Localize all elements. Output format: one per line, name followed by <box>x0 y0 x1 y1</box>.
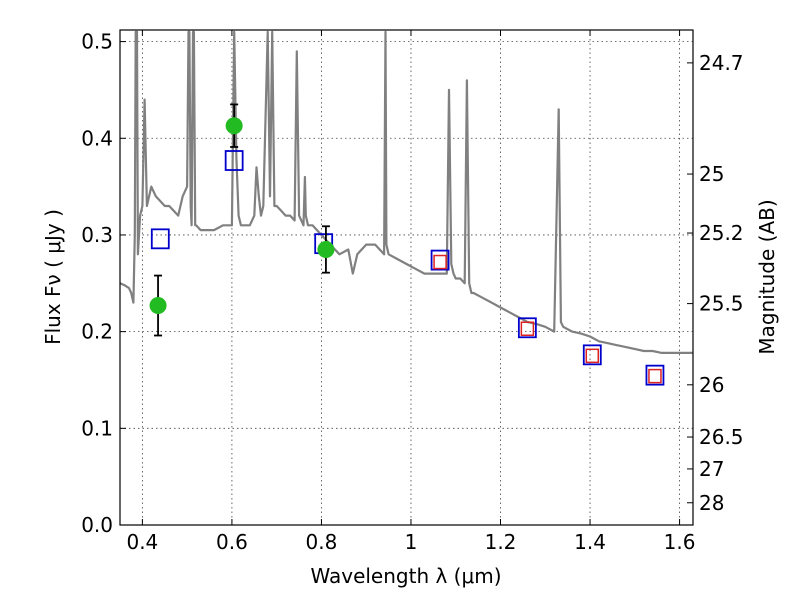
model-square-red <box>648 368 662 384</box>
x-tick-label: 1.6 <box>664 530 696 554</box>
y-tick-label: 0.0 <box>81 513 113 537</box>
model-square-blue <box>430 249 450 271</box>
observed-point <box>225 117 243 135</box>
y2-tick-label: 28 <box>699 491 724 515</box>
model-square-blue <box>582 344 602 366</box>
y2-axis-title: Magnitude (AB) <box>755 199 779 354</box>
y-axis-title: Flux Fν ( μJy ) <box>41 209 65 345</box>
x-tick-label: 0.8 <box>306 530 338 554</box>
ticks: 0.4 0.6 0.8 1 1.2 1.4 1.6 0.0 0.1 0.2 0.3 0.4 0.5 24.… <box>81 30 743 554</box>
spectrum-line <box>120 30 693 354</box>
y2-tick-label: 25.2 <box>699 221 744 245</box>
y2-tick-label: 26.5 <box>699 425 744 449</box>
model-square-red <box>520 321 535 336</box>
model-square-blue <box>224 150 244 171</box>
y2-tick-label: 26 <box>699 373 724 397</box>
y2-tick-label: 24.7 <box>699 51 744 75</box>
x-tick-label: 1.2 <box>485 530 517 554</box>
y2-tick-label: 25.5 <box>699 292 744 316</box>
y-tick-label: 0.2 <box>81 320 113 344</box>
model-square-blue <box>645 364 665 386</box>
model-square-blue <box>517 317 537 339</box>
y-tick-label: 0.4 <box>81 126 113 150</box>
model-square-red <box>433 254 447 270</box>
plot-area <box>120 30 693 386</box>
y-tick-label: 0.5 <box>81 30 113 54</box>
x-tick-label: 1.4 <box>574 530 606 554</box>
observed-point <box>317 240 335 258</box>
y-tick-label: 0.3 <box>81 223 113 247</box>
y2-tick-label: 25 <box>699 162 724 186</box>
model-square-red <box>585 348 600 364</box>
x-tick-label: 0.4 <box>126 530 158 554</box>
x-axis-title: Wavelength λ (μm) <box>310 564 501 588</box>
x-tick-label: 1 <box>405 530 418 554</box>
x-tick-label: 0.6 <box>216 530 248 554</box>
observed-point <box>149 297 167 315</box>
grid <box>120 30 693 526</box>
y-tick-label: 0.1 <box>81 416 113 440</box>
y2-tick-label: 27 <box>699 457 724 481</box>
model-square-blue <box>150 228 170 250</box>
plot-frame <box>119 29 694 526</box>
